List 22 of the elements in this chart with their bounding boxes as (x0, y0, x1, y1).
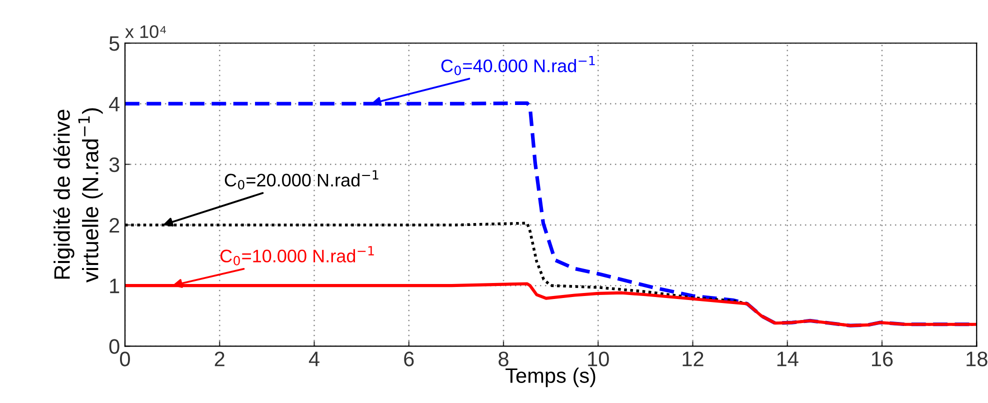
annotation: C$_{0}$=40.000 N.rad$^{−1}$ (441, 56, 595, 76)
x-tick-label: 0 (120, 352, 130, 366)
x-tick-label: 10 (588, 352, 609, 366)
x-axis-title: Temps (s) (506, 368, 596, 388)
x-tick-label: 18 (966, 352, 988, 366)
text: x 10⁴ (125, 25, 166, 38)
y-axis-title: Rigidité de dérive virtuelle (N.rad$^{−1}$) (53, 108, 103, 282)
x-tick-label: 16 (872, 352, 893, 366)
x-tick-label: 6 (404, 352, 414, 366)
y-tick-label: 3 (109, 157, 120, 172)
y-tick-label: 4 (109, 96, 120, 112)
y-tick-label: 1 (110, 278, 120, 294)
annotation: C$_{0}$=20.000 N.rad$^{−1}$ (224, 170, 378, 190)
y-tick-label: 2 (110, 218, 120, 233)
x-tick-label: 14 (777, 352, 798, 366)
x-tick-label: 8 (498, 352, 508, 366)
annotation: C$_{0}$=10.000 N.rad$^{−1}$ (220, 246, 374, 266)
x-tick-label: 12 (682, 352, 704, 366)
x-tick-label: 2 (214, 352, 224, 366)
y-tick-label: 0 (109, 339, 120, 354)
x-tick-label: 4 (308, 352, 320, 366)
y-tick-label: 5 (109, 36, 120, 51)
